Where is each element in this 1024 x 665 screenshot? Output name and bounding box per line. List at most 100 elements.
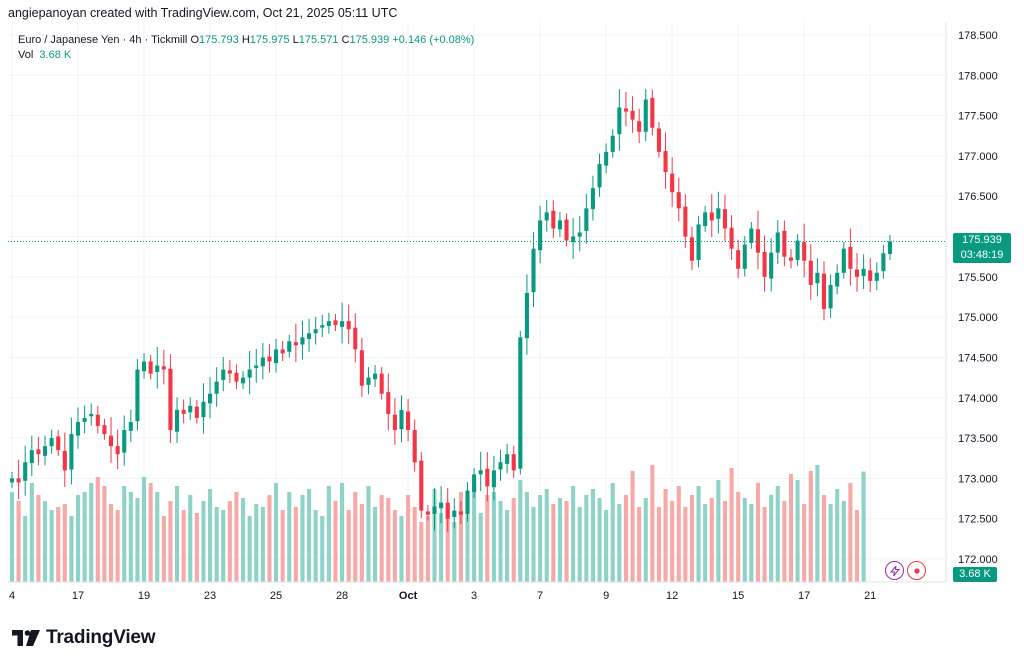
- candle-body: [373, 373, 378, 380]
- candle-body: [221, 369, 226, 381]
- legend-high-label: H: [241, 34, 250, 46]
- volume-bar: [511, 498, 516, 582]
- volume-bar: [808, 471, 813, 582]
- volume-bar: [742, 498, 747, 582]
- volume-bar: [643, 498, 648, 582]
- candle-body: [392, 414, 397, 431]
- record-button[interactable]: [907, 561, 926, 580]
- volume-bar: [181, 510, 186, 582]
- volume-bar: [194, 513, 199, 582]
- legend-open-label: O: [190, 34, 199, 46]
- volume-bar: [762, 507, 767, 582]
- candle-body: [16, 478, 21, 483]
- volume-bar: [207, 489, 213, 582]
- candle-body: [722, 209, 728, 229]
- candle-body: [439, 502, 444, 509]
- candle-body: [821, 273, 827, 310]
- price-tick-label: 174.500: [958, 352, 998, 364]
- candle-body: [703, 212, 708, 227]
- volume-bar: [95, 477, 100, 582]
- volume-bar: [623, 495, 628, 582]
- chart-legend: Euro / Japanese Yen · 4h · Tickmill O175…: [18, 33, 474, 63]
- candle-body: [366, 377, 371, 385]
- candle-body: [445, 502, 450, 519]
- candle-body: [762, 251, 767, 277]
- candle-body: [472, 474, 477, 493]
- candle-body: [432, 506, 437, 514]
- candle-body: [207, 393, 213, 404]
- candle-body: [729, 227, 734, 249]
- candle-body: [643, 99, 648, 132]
- candle-body: [406, 411, 411, 431]
- candle-body: [89, 413, 94, 417]
- candle-body: [755, 229, 761, 253]
- volume-bar: [234, 492, 239, 582]
- chart-canvas[interactable]: 178.500178.000177.500177.000176.500176.0…: [0, 22, 1024, 610]
- candle-body: [399, 409, 404, 430]
- volume-bar: [16, 501, 21, 582]
- candle-body: [676, 192, 681, 209]
- candle-body: [300, 337, 305, 345]
- candle-body: [280, 349, 285, 354]
- candle-body: [709, 212, 714, 221]
- volume-bar: [755, 483, 761, 582]
- candle-body: [782, 230, 787, 257]
- time-tick-label: 4: [9, 590, 15, 602]
- candle-body: [287, 341, 292, 352]
- candle-body: [386, 392, 391, 414]
- candle-body: [141, 361, 147, 372]
- candle-body: [247, 369, 252, 378]
- candle-body: [736, 250, 741, 269]
- volume-bar: [49, 510, 54, 582]
- legend-volume-row: Vol 3.68 K: [18, 48, 474, 63]
- volume-bar: [174, 486, 180, 582]
- candle-body: [630, 110, 635, 120]
- candle-body: [683, 206, 688, 237]
- volume-bar: [221, 510, 226, 582]
- volume-bar: [571, 486, 576, 582]
- volume-bar: [346, 510, 351, 582]
- candle-body: [340, 321, 345, 327]
- record-icon: [913, 567, 920, 574]
- volume-bar: [458, 492, 463, 582]
- candle-body: [815, 272, 820, 284]
- candle-body: [122, 430, 127, 453]
- volume-bar: [795, 480, 800, 582]
- volume-bar: [168, 501, 173, 582]
- price-tick-label: 178.500: [958, 30, 998, 42]
- volume-bar: [769, 495, 774, 582]
- lightning-button[interactable]: [885, 561, 904, 580]
- volume-bar: [775, 486, 780, 582]
- candle-body: [623, 108, 628, 112]
- volume-bar: [544, 489, 549, 582]
- volume-bar: [148, 483, 153, 582]
- candle-body: [518, 337, 523, 469]
- candle-body: [56, 436, 61, 451]
- volume-bar: [201, 501, 206, 582]
- volume-bar: [637, 507, 642, 582]
- candle-body: [36, 449, 41, 455]
- candle-body: [511, 454, 516, 471]
- volume-bar: [141, 477, 147, 582]
- volume-bar: [597, 498, 602, 582]
- candle-body: [505, 454, 510, 464]
- price-tick-label: 176.500: [958, 191, 998, 203]
- candles: [9, 89, 893, 532]
- volume-bar: [75, 495, 81, 582]
- time-tick-label: 19: [138, 590, 150, 602]
- candle-body: [201, 401, 206, 418]
- candle-body: [670, 173, 675, 193]
- volume-bar: [670, 501, 675, 582]
- volume-bar: [729, 468, 734, 582]
- candle-body: [452, 510, 457, 518]
- volume-bar: [590, 489, 595, 582]
- volume-bar: [412, 507, 417, 582]
- volume-bar: [29, 483, 34, 582]
- candle-body: [9, 478, 15, 483]
- candle-body: [75, 421, 81, 436]
- candle-body: [62, 450, 67, 471]
- volume-bar: [333, 501, 338, 582]
- volume-bar: [604, 510, 609, 582]
- tradingview-logo[interactable]: TradingView: [12, 627, 156, 649]
- time-tick-label: 12: [666, 590, 678, 602]
